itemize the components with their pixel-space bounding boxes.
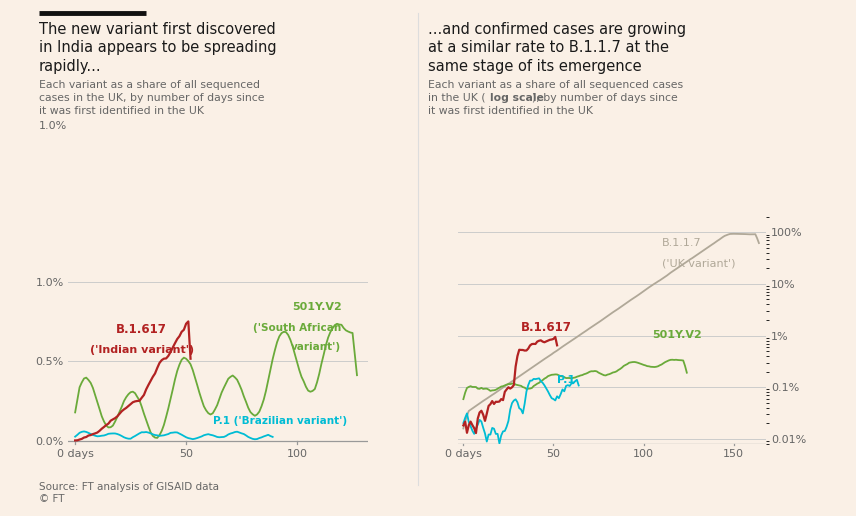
Text: log scale: log scale <box>490 93 544 103</box>
Text: same stage of its emergence: same stage of its emergence <box>428 59 642 74</box>
Text: P.1: P.1 <box>557 375 575 385</box>
Text: ), by number of days since: ), by number of days since <box>532 93 678 103</box>
Text: 1.0%: 1.0% <box>39 121 67 131</box>
Text: in the UK (: in the UK ( <box>428 93 485 103</box>
Text: ('Indian variant'): ('Indian variant') <box>90 345 193 355</box>
Text: Each variant as a share of all sequenced cases: Each variant as a share of all sequenced… <box>428 80 683 90</box>
Text: 501Y.V2: 501Y.V2 <box>652 330 702 340</box>
Text: The new variant first discovered: The new variant first discovered <box>39 22 276 37</box>
Text: B.1.617: B.1.617 <box>521 321 572 334</box>
Text: Source: FT analysis of GISAID data: Source: FT analysis of GISAID data <box>39 482 218 492</box>
Text: variant'): variant') <box>291 342 342 352</box>
Text: cases in the UK, by number of days since: cases in the UK, by number of days since <box>39 93 264 103</box>
Text: rapidly...: rapidly... <box>39 59 101 74</box>
Text: it was first identified in the UK: it was first identified in the UK <box>428 106 593 116</box>
Text: ('UK variant'): ('UK variant') <box>662 258 735 268</box>
Text: © FT: © FT <box>39 494 64 504</box>
Text: B.1.1.7: B.1.1.7 <box>662 238 701 248</box>
Text: 501Y.V2: 501Y.V2 <box>292 302 342 312</box>
Text: B.1.617: B.1.617 <box>116 322 167 335</box>
Text: ...and confirmed cases are growing: ...and confirmed cases are growing <box>428 22 687 37</box>
Text: at a similar rate to B.1.1.7 at the: at a similar rate to B.1.1.7 at the <box>428 40 669 55</box>
Text: ('South African: ('South African <box>253 323 342 333</box>
Text: P.1 ('Brazilian variant'): P.1 ('Brazilian variant') <box>213 416 347 426</box>
Text: it was first identified in the UK: it was first identified in the UK <box>39 106 204 116</box>
Text: Each variant as a share of all sequenced: Each variant as a share of all sequenced <box>39 80 259 90</box>
Text: in India appears to be spreading: in India appears to be spreading <box>39 40 276 55</box>
